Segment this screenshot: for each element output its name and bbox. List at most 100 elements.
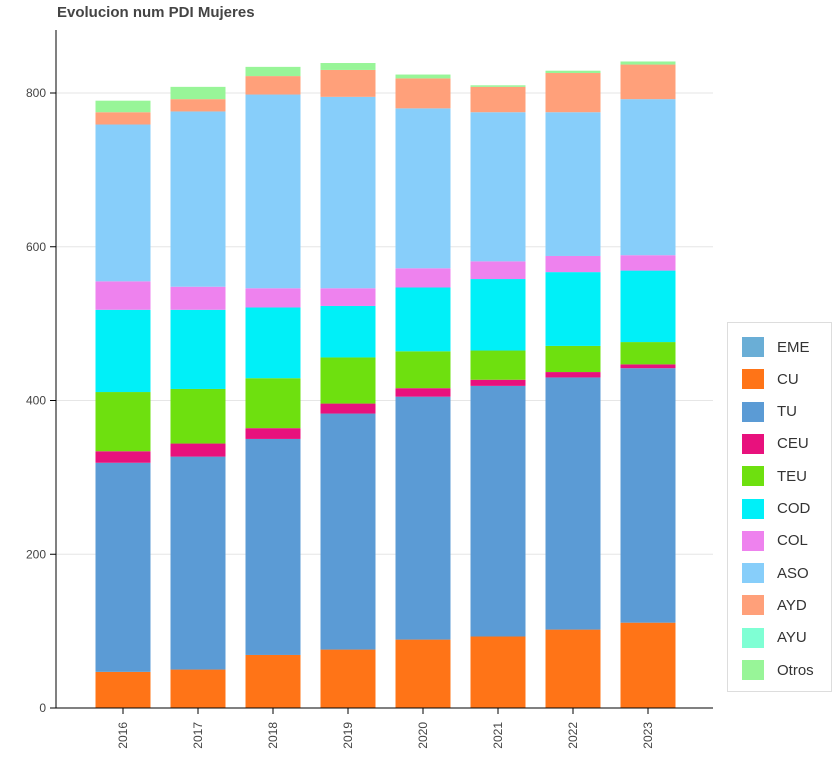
bar-segment-cod-2017 <box>170 309 226 389</box>
bar-segment-aso-2019 <box>320 96 376 289</box>
x-tick-label: 2019 <box>341 722 355 749</box>
bar-segment-aso-2016 <box>95 124 151 282</box>
bar-segment-ceu-2019 <box>320 403 376 414</box>
bar-segment-otros-2020 <box>395 74 451 79</box>
bar-segment-teu-2017 <box>170 388 226 444</box>
bar-segment-ayd-2021 <box>470 86 526 113</box>
bar-segment-aso-2023 <box>620 99 676 256</box>
bar-segment-cu-2016 <box>95 671 151 708</box>
bar-segment-cod-2018 <box>245 307 301 379</box>
legend-swatch <box>742 563 764 584</box>
bar-segment-col-2021 <box>470 261 526 280</box>
bar-segment-ceu-2022 <box>545 372 601 378</box>
bar-segment-ayd-2019 <box>320 69 376 97</box>
legend-label: TEU <box>777 467 807 485</box>
x-tick-label: 2016 <box>116 722 130 749</box>
legend-label: CU <box>777 370 799 388</box>
legend-item-tu[interactable]: TU <box>742 400 797 424</box>
bar-segment-aso-2017 <box>170 111 226 287</box>
bar-segment-col-2018 <box>245 288 301 308</box>
x-tick-label: 2021 <box>491 722 505 749</box>
y-tick-label: 400 <box>26 394 46 408</box>
legend-item-ayu[interactable]: AYU <box>742 626 807 650</box>
bar-segment-cu-2017 <box>170 669 226 708</box>
legend-swatch <box>742 466 764 487</box>
bar-segment-teu-2023 <box>620 342 676 365</box>
legend-swatch <box>742 498 764 519</box>
legend-item-teu[interactable]: TEU <box>742 464 807 488</box>
legend-item-eme[interactable]: EME <box>742 335 810 359</box>
chart-title: Evolucion num PDI Mujeres <box>57 4 255 21</box>
legend-item-aso[interactable]: ASO <box>742 561 809 585</box>
bar-segment-otros-2017 <box>170 86 226 100</box>
gridlines <box>56 92 713 555</box>
bar-segment-ayd-2020 <box>395 78 451 109</box>
bar-segment-cod-2019 <box>320 305 376 358</box>
legend-item-cod[interactable]: COD <box>742 497 810 521</box>
legend-item-cu[interactable]: CU <box>742 367 799 391</box>
legend-swatch <box>742 433 764 454</box>
bar-segment-tu-2023 <box>620 368 676 623</box>
bar-segment-tu-2017 <box>170 456 226 670</box>
bar-segment-otros-2023 <box>620 61 676 65</box>
legend-item-otros[interactable]: Otros <box>742 658 814 682</box>
bar-segment-cod-2022 <box>545 272 601 346</box>
legend-swatch <box>742 660 764 680</box>
bar-segment-tu-2016 <box>95 462 151 672</box>
bar-segment-otros-2021 <box>470 85 526 87</box>
bar-segment-col-2020 <box>395 268 451 288</box>
bar-segment-tu-2020 <box>395 396 451 640</box>
y-tick-label: 0 <box>39 701 46 715</box>
legend-item-col[interactable]: COL <box>742 529 808 553</box>
bar-segment-tu-2021 <box>470 385 526 637</box>
legend-label: CEU <box>777 435 809 453</box>
bar-segment-teu-2016 <box>95 392 151 452</box>
bar-segment-tu-2022 <box>545 377 601 630</box>
bar-segment-teu-2019 <box>320 357 376 404</box>
y-tick-label: 200 <box>26 547 46 561</box>
bar-segment-cu-2018 <box>245 654 301 708</box>
bar-segment-col-2016 <box>95 281 151 310</box>
bar-segment-ceu-2018 <box>245 428 301 439</box>
legend-item-ceu[interactable]: CEU <box>742 432 809 456</box>
bar-segment-cod-2021 <box>470 279 526 351</box>
bar-segment-ayd-2018 <box>245 76 301 95</box>
legend-label: AYU <box>777 629 807 647</box>
legend-swatch <box>742 595 764 616</box>
x-tick-label: 2022 <box>566 722 580 749</box>
x-tick-label: 2023 <box>641 722 655 749</box>
axes: 0 200 400 600 800 2016 2017 2018 2019 2020 2021 202… <box>26 30 713 749</box>
bar-segment-aso-2022 <box>545 112 601 256</box>
legend-swatch <box>742 530 764 551</box>
x-tick-label: 2020 <box>416 722 430 749</box>
x-tick-label: 2017 <box>191 722 205 749</box>
bar-segment-otros-2016 <box>95 100 151 113</box>
legend-label: COD <box>777 500 811 517</box>
legend-label: TU <box>777 403 797 421</box>
bar-segment-aso-2021 <box>470 112 526 262</box>
bar-segment-cu-2019 <box>320 649 376 708</box>
bar-segment-cod-2020 <box>395 287 451 352</box>
legend-item-ayd[interactable]: AYD <box>742 593 807 617</box>
bar-segment-ceu-2016 <box>95 451 151 463</box>
bar-segment-teu-2018 <box>245 378 301 429</box>
bar-segment-col-2019 <box>320 288 376 306</box>
bar-segment-cod-2016 <box>95 309 151 393</box>
x-tick-label: 2018 <box>266 722 280 749</box>
bar-segment-ayd-2023 <box>620 64 676 100</box>
bar-segment-col-2022 <box>545 255 601 273</box>
bar-segment-ceu-2023 <box>620 364 676 369</box>
bar-segment-tu-2019 <box>320 413 376 650</box>
bar-segment-teu-2021 <box>470 350 526 380</box>
legend-swatch <box>742 401 764 422</box>
legend-label: ASO <box>777 564 809 582</box>
bar-segment-otros-2018 <box>245 66 301 77</box>
bar-segment-col-2017 <box>170 286 226 310</box>
bar-segment-ceu-2017 <box>170 443 226 457</box>
bar-segment-cu-2021 <box>470 636 526 708</box>
legend-label: Otros <box>777 661 814 679</box>
y-tick-label: 600 <box>26 240 46 254</box>
bar-segment-col-2023 <box>620 255 676 271</box>
bar-segment-cu-2023 <box>620 622 676 708</box>
